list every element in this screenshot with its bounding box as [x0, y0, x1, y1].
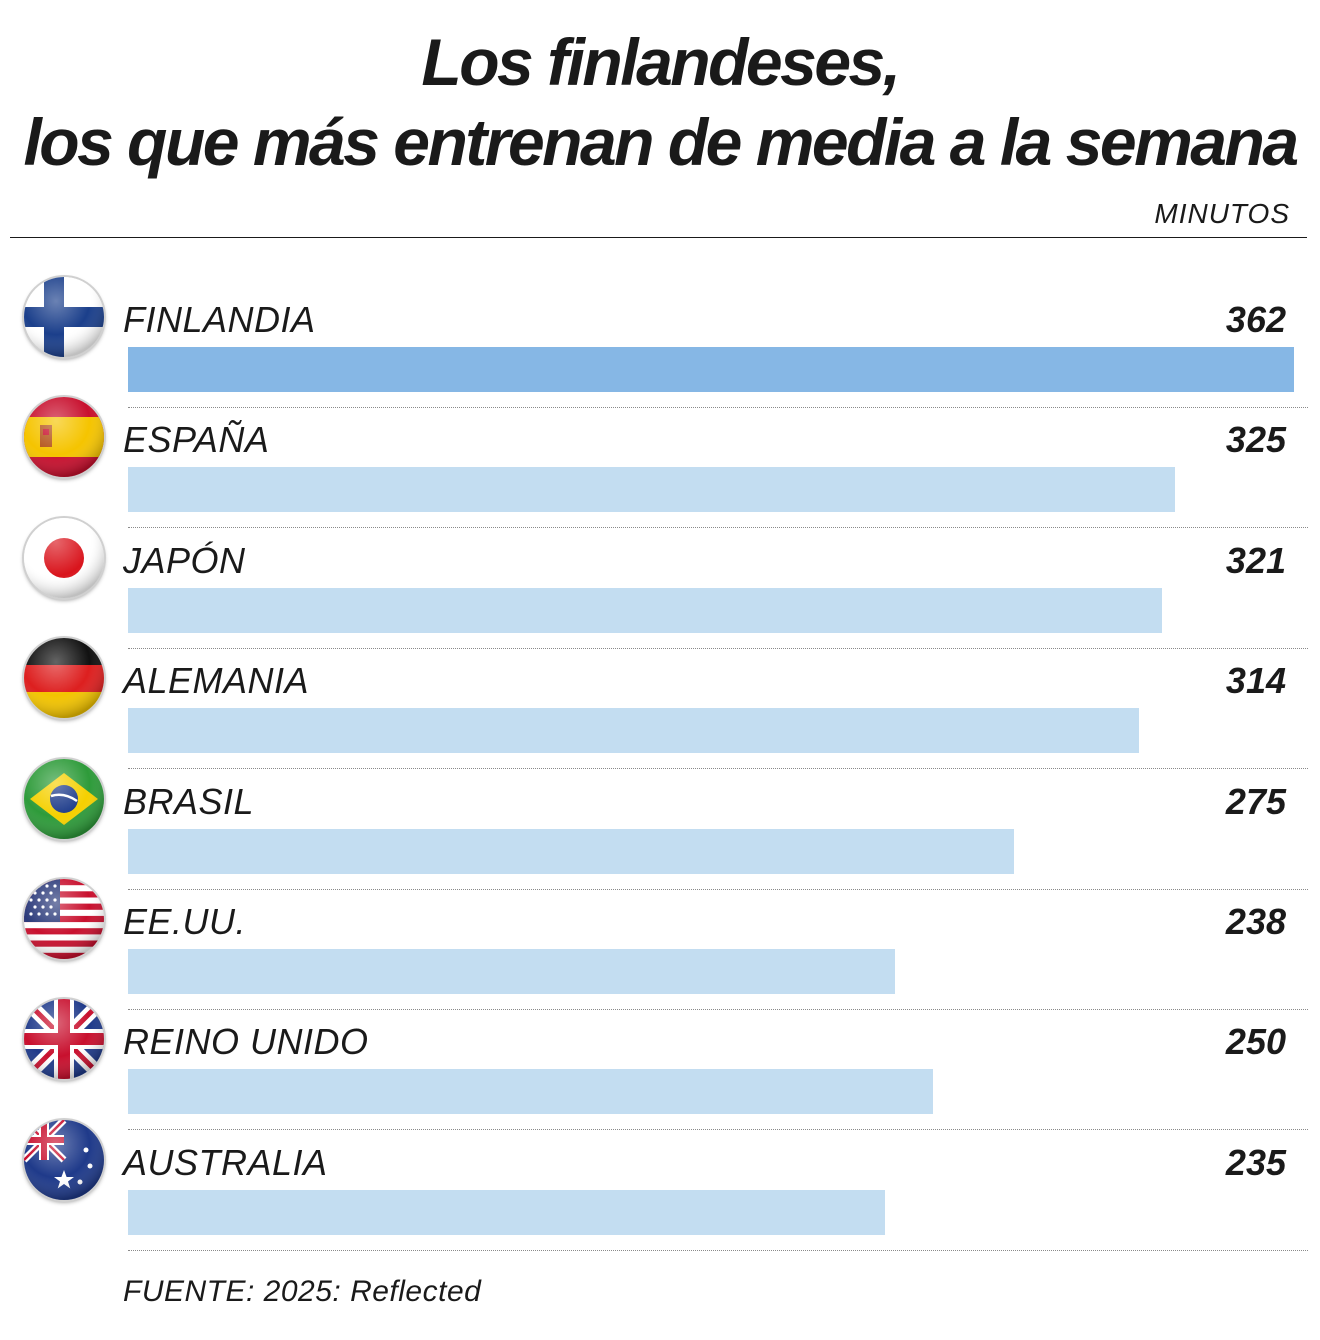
value-label: 325 — [1225, 419, 1286, 461]
bar-japon — [128, 587, 1162, 633]
country-label: BRASIL — [123, 780, 255, 822]
row-divider — [128, 1009, 1308, 1010]
bar-row-alemania: ALEMANIA 314 — [0, 636, 1320, 770]
bar-brasil — [128, 828, 1014, 874]
country-label: ALEMANIA — [123, 660, 310, 702]
bar-reino-unido — [128, 1069, 934, 1115]
units-label: MINUTOS — [1154, 198, 1290, 229]
row-divider — [128, 1249, 1308, 1251]
chart-title: Los finlandeses, los que más entrenan de… — [0, 22, 1320, 182]
bar-row-finlandia: FINLANDIA 362 — [0, 275, 1320, 408]
bar-espana — [128, 467, 1175, 513]
bar-finlandia — [128, 347, 1294, 392]
country-label: JAPÓN — [123, 539, 246, 581]
bar-row-espana: ESPAÑA 325 — [0, 395, 1320, 529]
row-divider — [128, 647, 1308, 649]
germany-flag-icon — [24, 638, 104, 719]
country-label: EE.UU. — [123, 901, 247, 942]
source-note: FUENTE: 2025: Reflected — [123, 1275, 482, 1308]
brazil-flag-icon — [24, 758, 104, 839]
bar-row-brasil: BRASIL 275 — [0, 757, 1320, 890]
header-rule — [10, 237, 1307, 238]
bar-row-reino-unido: REINO UNIDO 250 — [0, 997, 1320, 1131]
value-label: 314 — [1225, 660, 1286, 702]
row-divider — [128, 527, 1308, 529]
japan-flag-icon — [24, 517, 104, 598]
bar-australia — [128, 1189, 885, 1235]
finland-flag-icon — [24, 277, 104, 357]
bar-row-ee-uu: EE.UU. 238 — [0, 877, 1320, 1010]
bar-alemania — [128, 708, 1140, 754]
country-label: FINLANDIA — [123, 299, 316, 340]
value-label: 362 — [1225, 299, 1286, 340]
usa-flag-icon — [24, 879, 104, 959]
value-label: 235 — [1225, 1141, 1286, 1183]
australia-flag-icon — [24, 1119, 104, 1200]
chart-title-line-1: Los finlandeses, — [421, 25, 901, 99]
country-label: AUSTRALIA — [123, 1141, 328, 1183]
row-divider — [128, 407, 1308, 408]
uk-flag-icon — [24, 999, 104, 1080]
value-label: 275 — [1225, 780, 1286, 822]
value-label: 238 — [1225, 901, 1286, 942]
row-divider — [128, 768, 1308, 770]
chart-title-line-2: los que más entrenan de media a la seman… — [23, 105, 1299, 179]
value-label: 321 — [1225, 539, 1286, 581]
country-label: REINO UNIDO — [123, 1021, 369, 1063]
row-divider — [128, 1129, 1308, 1131]
spain-flag-icon — [24, 397, 104, 478]
value-label: 250 — [1225, 1021, 1286, 1063]
country-label: ESPAÑA — [123, 419, 270, 461]
bar-ee-uu — [128, 949, 895, 994]
row-divider — [128, 888, 1308, 890]
bar-row-japon: JAPÓN 321 — [0, 516, 1320, 649]
bar-row-australia: AUSTRALIA 235 — [0, 1118, 1320, 1251]
